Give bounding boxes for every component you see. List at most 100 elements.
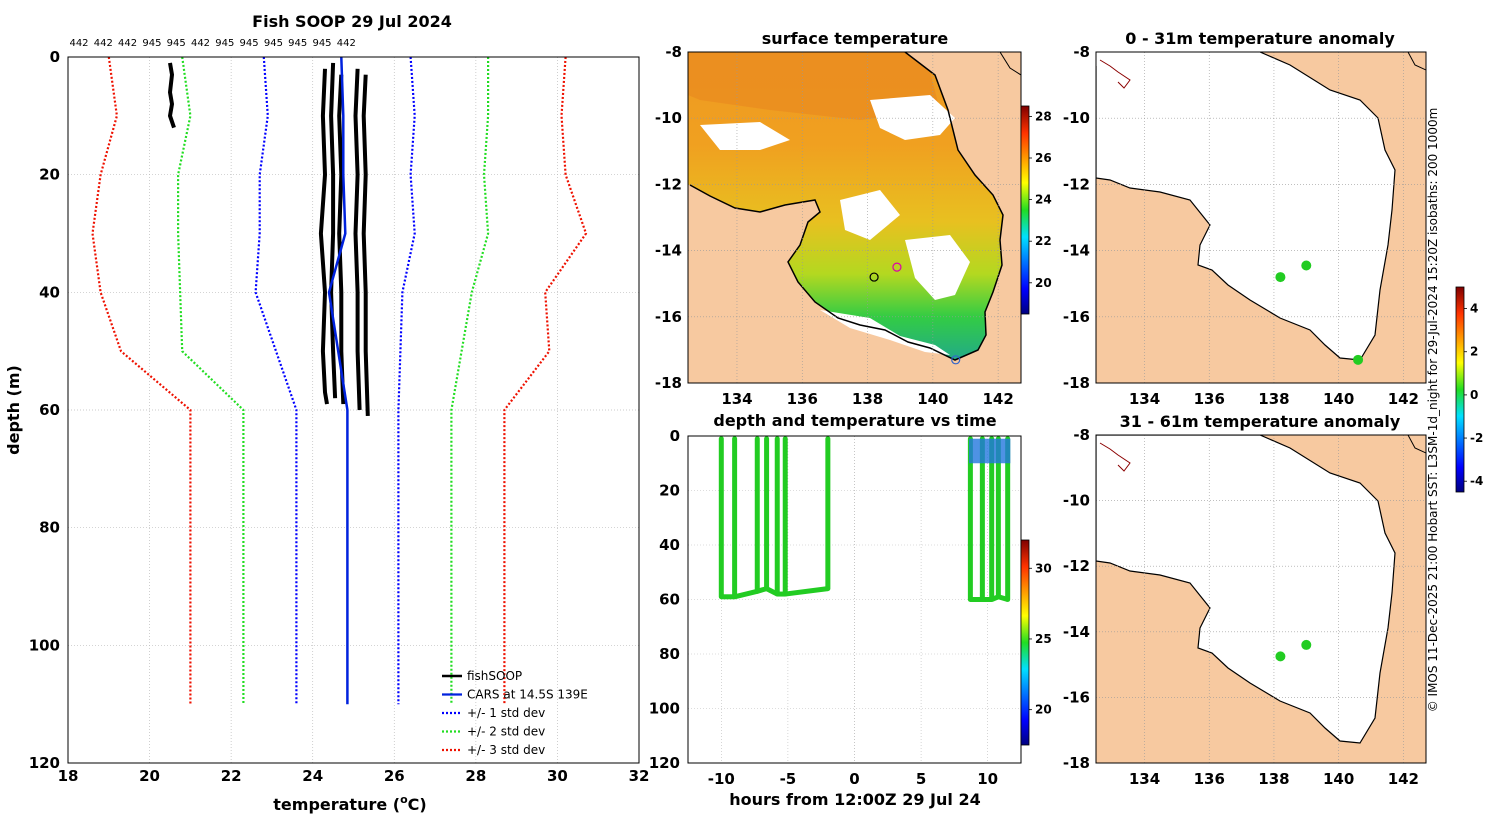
map-xtick: 140 [1323,770,1354,788]
colorbar-tick: 30 [1035,561,1052,575]
profile-xtick: 32 [629,767,650,785]
map-ytick: -18 [655,374,682,392]
profile-xlabel: temperature (oC) [273,793,426,814]
anomaly-point [1301,260,1312,271]
legend-label: fishSOOP [467,669,522,683]
map-xtick: 136 [787,390,818,408]
sst-cape-york [999,52,1021,76]
profile-series-fish [361,74,370,416]
legend-label: +/- 1 std dev [467,706,545,720]
map-xtick: 134 [1129,770,1160,788]
profile-ytick: 80 [39,519,60,537]
map-xtick: 142 [982,390,1013,408]
depth-time-cool-surface [969,438,1011,464]
depth-time-xtick: -10 [708,770,735,788]
profile-xtick: 22 [221,767,242,785]
anomaly-31-61-axes-box [1095,434,1427,764]
sst-title: surface temperature [762,29,949,48]
sst-cast-marker [951,355,961,365]
map-ytick: -8 [665,43,682,61]
depth-time-bottom-track [734,588,758,600]
profile-series-std2 [450,57,490,705]
legend-label: +/- 2 std dev [467,725,545,739]
colorbar-tick: -2 [1470,431,1483,445]
profile-ytick: 20 [39,166,60,184]
profile-top-label: 945 [264,38,283,49]
profile-series-fish [353,68,362,411]
map-ytick: -18 [1063,754,1090,772]
anomaly-point [1275,272,1286,283]
profile-xtick: 18 [58,767,79,785]
legend-label: CARS at 14.5S 139E [467,688,588,702]
depth-time-colorbar [1020,539,1030,746]
profile-top-label: 945 [312,38,331,49]
map-ytick: -10 [1063,109,1090,127]
profile-xtick: 30 [547,767,568,785]
depth-time-title: depth and temperature vs time [713,411,996,430]
anomaly-0-31-sea-north [1096,52,1260,66]
depth-time-xlabel: hours from 12:00Z 29 Jul 24 [729,790,980,809]
depth-time-xtick: 10 [977,770,998,788]
map-xtick: 136 [1194,770,1225,788]
profile-ytick: 0 [50,48,60,66]
map-ytick: -10 [1063,492,1090,510]
sst-cast-marker [892,262,902,272]
depth-time-bottom-track [784,586,829,597]
map-ytick: -8 [1073,426,1090,444]
profile-top-labels: 442 442 442 945 945 442 945 945 945 945 945 442 [69,38,355,49]
depth-time-ytick: 120 [649,754,680,772]
colorbar-tick: 25 [1035,632,1052,646]
profile-legend: fishSOOP CARS at 14.5S 139E +/- 1 std dev +… [442,669,588,757]
sst-coastline [689,52,1004,361]
map-ytick: -14 [1063,242,1090,260]
anomaly-31-61-title: 31 - 61m temperature anomaly [1120,412,1401,431]
map-xtick: 138 [1258,390,1289,408]
map-xtick: 142 [1388,770,1419,788]
anomaly-0-31-title: 0 - 31m temperature anomaly [1125,29,1395,48]
depth-time-ytick: 20 [659,482,680,500]
colorbar-tick: 24 [1035,193,1052,207]
profile-xtick: 26 [384,767,405,785]
depth-time-ytick: 100 [649,700,680,718]
profile-series-cars [327,57,349,705]
profile-series-std3 [91,57,192,705]
profile-series-std1 [397,57,416,705]
profile-top-label: 442 [337,38,356,49]
profile-top-label: 442 [69,38,88,49]
sst-map: surface temperature 134 136 138 140 142 -8 -10… [655,29,1052,408]
colorbar-tick: 20 [1035,703,1052,717]
profile-series-std2 [177,57,245,705]
anomaly-point [1301,639,1312,650]
profile-top-label: 945 [215,38,234,49]
map-xtick: 136 [1194,390,1225,408]
anomaly-0-31-cape [1407,52,1426,71]
anomaly-31-61-ocean [1096,435,1396,744]
map-xtick: 138 [1258,770,1289,788]
sst-cloud [905,235,970,300]
colorbar-tick: 22 [1035,234,1052,248]
map-xtick: 134 [1129,390,1160,408]
map-xtick: 134 [721,390,752,408]
profile-series-std3 [503,57,588,705]
anomaly-0-31-map: 0 - 31m temperature anomaly 134 136 138 140… [1063,29,1427,408]
profile-top-label: 945 [288,38,307,49]
colorbar-tick: 0 [1470,388,1478,402]
copyright-text: © IMOS 11-Dec-2025 21:00 Hobart SST: L3S… [1426,108,1440,713]
map-ytick: -16 [655,308,682,326]
colorbar-tick: 28 [1035,109,1052,123]
profile-xtick: 24 [302,767,323,785]
sst-cast-marker [869,272,879,282]
profile-top-label: 442 [191,38,210,49]
profile-chart: Fish SOOP 29 Jul 2024 442 442 442 945 945 442… [4,12,649,814]
depth-time-chart: depth and temperature vs time -10 -5 0 5 100… [649,411,1052,809]
profile-top-label: 945 [167,38,186,49]
anomaly-31-61-cape [1407,435,1426,454]
colorbar-tick: 4 [1470,302,1478,316]
profile-top-label: 442 [94,38,113,49]
map-ytick: -16 [1063,308,1090,326]
map-ytick: -14 [655,242,682,260]
profile-series-fish [168,62,176,129]
map-ytick: -8 [1073,43,1090,61]
anomaly-0-31-isobath [1099,59,1131,89]
